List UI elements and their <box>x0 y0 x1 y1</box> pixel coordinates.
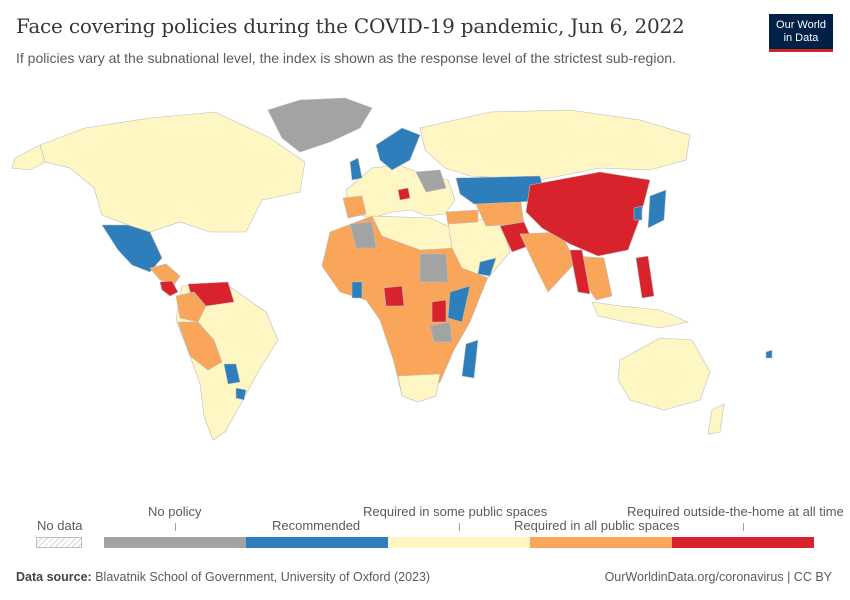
region-iberia[interactable] <box>343 196 366 218</box>
region-japan[interactable] <box>648 190 666 228</box>
region-ghana[interactable] <box>352 282 362 298</box>
legend-label-no-data: No data <box>37 518 83 533</box>
legend-tick <box>459 523 460 531</box>
region-alaska[interactable] <box>12 145 45 170</box>
logo-line-1: Our World <box>769 19 833 32</box>
legend-swatch-recommended[interactable] <box>246 537 388 548</box>
legend-label-some-spaces: Required in some public spaces <box>363 504 547 519</box>
region-scandinavia[interactable] <box>376 128 420 170</box>
data-source-label: Data source: <box>16 570 92 584</box>
footer-license[interactable]: CC BY <box>794 570 832 584</box>
footer-url[interactable]: OurWorldinData.org/coronavirus <box>605 570 784 584</box>
region-turkey[interactable] <box>446 210 478 224</box>
logo-line-2: in Data <box>769 32 833 45</box>
region-uk[interactable] <box>350 158 362 180</box>
region-pacific-islands[interactable] <box>766 350 772 358</box>
region-philippines[interactable] <box>636 256 654 298</box>
legend-swatch-some-spaces[interactable] <box>388 537 530 548</box>
legend-swatch-no-data[interactable] <box>36 537 82 548</box>
legend-label-all-times: Required outside-the-home at all time <box>627 504 844 519</box>
region-australia[interactable] <box>618 338 710 410</box>
region-north-america[interactable] <box>40 112 305 232</box>
world-map <box>0 80 850 480</box>
legend-label-all-spaces: Required in all public spaces <box>514 518 679 533</box>
legend-tick <box>175 523 176 531</box>
region-new-zealand[interactable] <box>708 404 724 434</box>
region-sudan[interactable] <box>420 254 448 282</box>
data-source: Data source: Blavatnik School of Governm… <box>16 570 430 584</box>
region-russia[interactable] <box>420 110 690 180</box>
data-source-text: Blavatnik School of Government, Universi… <box>95 570 430 584</box>
legend-swatch-all-spaces[interactable] <box>530 537 672 548</box>
region-madagascar[interactable] <box>462 340 478 378</box>
region-uganda[interactable] <box>432 300 446 322</box>
region-mexico[interactable] <box>102 225 162 272</box>
region-indonesia[interactable] <box>592 302 688 328</box>
region-greenland[interactable] <box>268 98 372 152</box>
region-korea[interactable] <box>634 206 642 220</box>
owid-logo[interactable]: Our World in Data <box>769 14 833 52</box>
footer-credit: OurWorldinData.org/coronavirus | CC BY <box>605 570 832 584</box>
region-balkans[interactable] <box>398 188 410 200</box>
legend-swatch-no-policy[interactable] <box>104 537 246 548</box>
legend-label-recommended: Recommended <box>272 518 360 533</box>
region-uruguay[interactable] <box>236 388 246 400</box>
chart-title: Face covering policies during the COVID-… <box>16 14 685 38</box>
chart-subtitle: If policies vary at the subnational leve… <box>16 50 676 66</box>
legend-tick <box>743 523 744 531</box>
legend-swatch-all-times[interactable] <box>672 537 814 548</box>
region-central-africa[interactable] <box>384 286 404 306</box>
legend-label-no-policy: No policy <box>148 504 201 519</box>
region-south-africa[interactable] <box>398 374 440 402</box>
